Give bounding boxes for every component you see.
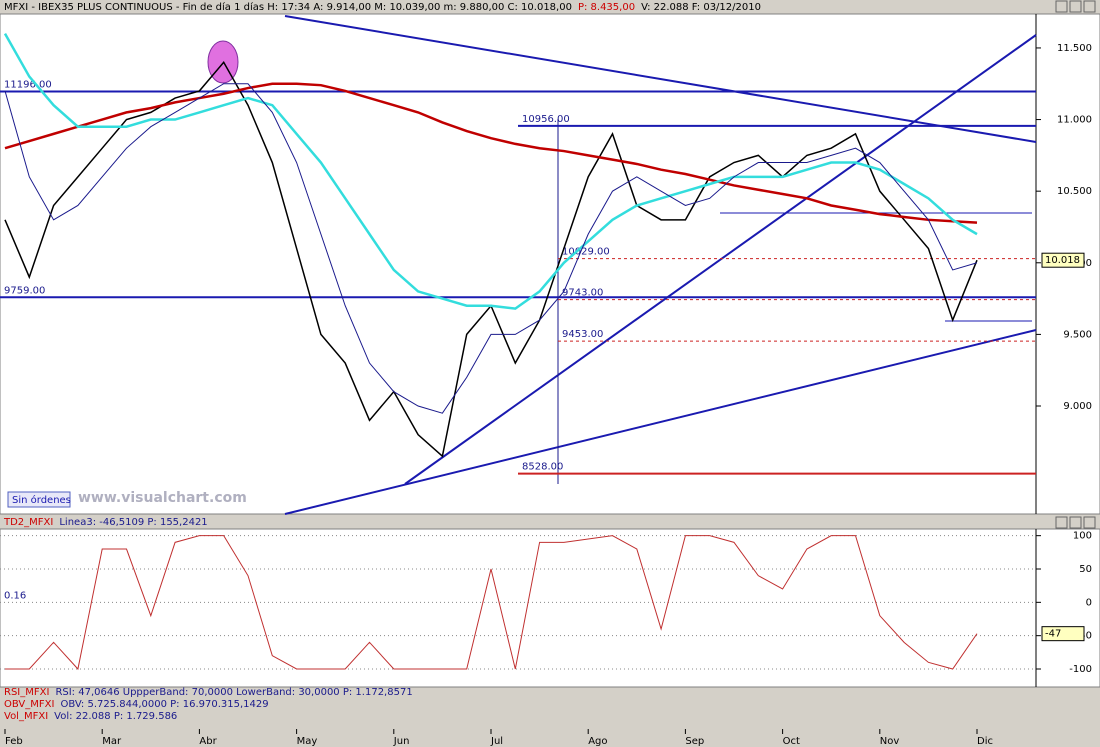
level-label: 9743.00 <box>562 288 603 299</box>
orders[interactable]: Sin órdenes <box>12 494 71 506</box>
header-part: MFXI - IBEX35 PLUS CONTINUOUS - Fin de d… <box>4 1 572 13</box>
trend-line <box>284 15 1037 143</box>
header: MFXI - IBEX35 PLUS CONTINUOUS - Fin de d… <box>4 1 761 13</box>
current-label: 10.018 <box>1045 255 1080 266</box>
series-line <box>5 535 978 671</box>
trend-line <box>284 329 1037 515</box>
level-label: 10956.00 <box>522 114 570 125</box>
current-label: -47 <box>1045 629 1061 640</box>
window-buttons[interactable] <box>1055 0 1096 13</box>
x-tick-label: Oct <box>783 736 800 747</box>
series-line <box>3 33 978 310</box>
footer-row: RSI_MFXI RSI: 47,0646 UppperBand: 70,0000… <box>4 687 413 698</box>
x-tick-label: Jul <box>490 736 503 747</box>
x-tick-label: Dic <box>977 736 993 747</box>
x-tick-label: May <box>297 736 318 747</box>
y-tick-label: 50 <box>1079 564 1092 575</box>
level-label: 8528.00 <box>522 462 563 473</box>
footer-row: OBV_MFXI OBV: 5.725.844,0000 P: 16.970.31… <box>4 699 269 710</box>
x-tick-label: Ago <box>588 736 607 747</box>
level-label: 0.16 <box>4 591 26 602</box>
footer-values: OBV: 5.725.844,0000 P: 16.970.315,1429 <box>60 699 268 710</box>
y-tick-label: 11.500 <box>1057 43 1092 54</box>
footer-name: RSI_MFXI <box>4 687 49 698</box>
level-label: 11196.00 <box>4 79 52 90</box>
footer-name: OBV_MFXI <box>4 699 54 710</box>
indicator-values: Linea3: -46,5109 P: 155,2421 <box>59 517 207 528</box>
x-tick-label: Mar <box>102 736 122 747</box>
y-tick-label: 9.000 <box>1063 401 1092 412</box>
level-label: 9453.00 <box>562 329 603 340</box>
x-tick-label: Feb <box>5 736 23 747</box>
y-tick-label: 0 <box>1086 597 1092 608</box>
maximize[interactable] <box>1069 0 1082 13</box>
indicator-name: TD2_MFXI <box>3 517 53 528</box>
series-line <box>4 82 978 224</box>
y-tick-label: 9.500 <box>1063 329 1092 340</box>
x-tick-label: Abr <box>199 736 217 747</box>
y-tick-label: 10.500 <box>1057 186 1092 197</box>
y-tick-label: 11.000 <box>1057 115 1092 126</box>
footer-row: Vol_MFXI Vol: 22.088 P: 1.729.586 <box>4 711 177 722</box>
indicator-header: TD2_MFXI Linea3: -46,5109 P: 155,2421 <box>3 517 208 528</box>
y-tick-label: -100 <box>1069 664 1092 675</box>
x-tick-label: Nov <box>880 736 900 747</box>
series-line <box>4 83 978 414</box>
minimize[interactable] <box>1055 0 1068 13</box>
orders-box[interactable] <box>7 491 71 508</box>
price-panel <box>0 13 1100 515</box>
minimize[interactable] <box>1055 516 1068 529</box>
x-tick-label: Jun <box>393 736 410 747</box>
footer-name: Vol_MFXI <box>4 711 48 722</box>
maximize[interactable] <box>1069 516 1082 529</box>
x-tick-label: Sep <box>685 736 704 747</box>
footer: RSI_MFXI RSI: 47,0646 UppperBand: 70,0000… <box>4 687 413 722</box>
y-tick-label: 100 <box>1073 531 1092 542</box>
watermark: www.visualchart.com <box>78 490 247 506</box>
level-label: 9759.00 <box>4 285 45 296</box>
header-part: P: 8.435,00 <box>578 2 635 13</box>
header-part: V: 22.088 F: 03/12/2010 <box>641 2 761 13</box>
window-buttons[interactable] <box>1055 516 1096 529</box>
current-box <box>1041 252 1085 268</box>
close[interactable] <box>1083 516 1096 529</box>
trend-line <box>404 34 1037 485</box>
footer-values: Vol: 22.088 P: 1.729.586 <box>54 711 177 722</box>
indicator-panel <box>0 528 1100 688</box>
footer-values: RSI: 47,0646 UppperBand: 70,0000 LowerBa… <box>55 687 412 698</box>
current-box <box>1041 626 1085 642</box>
close[interactable] <box>1083 0 1096 13</box>
level-label: 10029.00 <box>562 247 610 258</box>
